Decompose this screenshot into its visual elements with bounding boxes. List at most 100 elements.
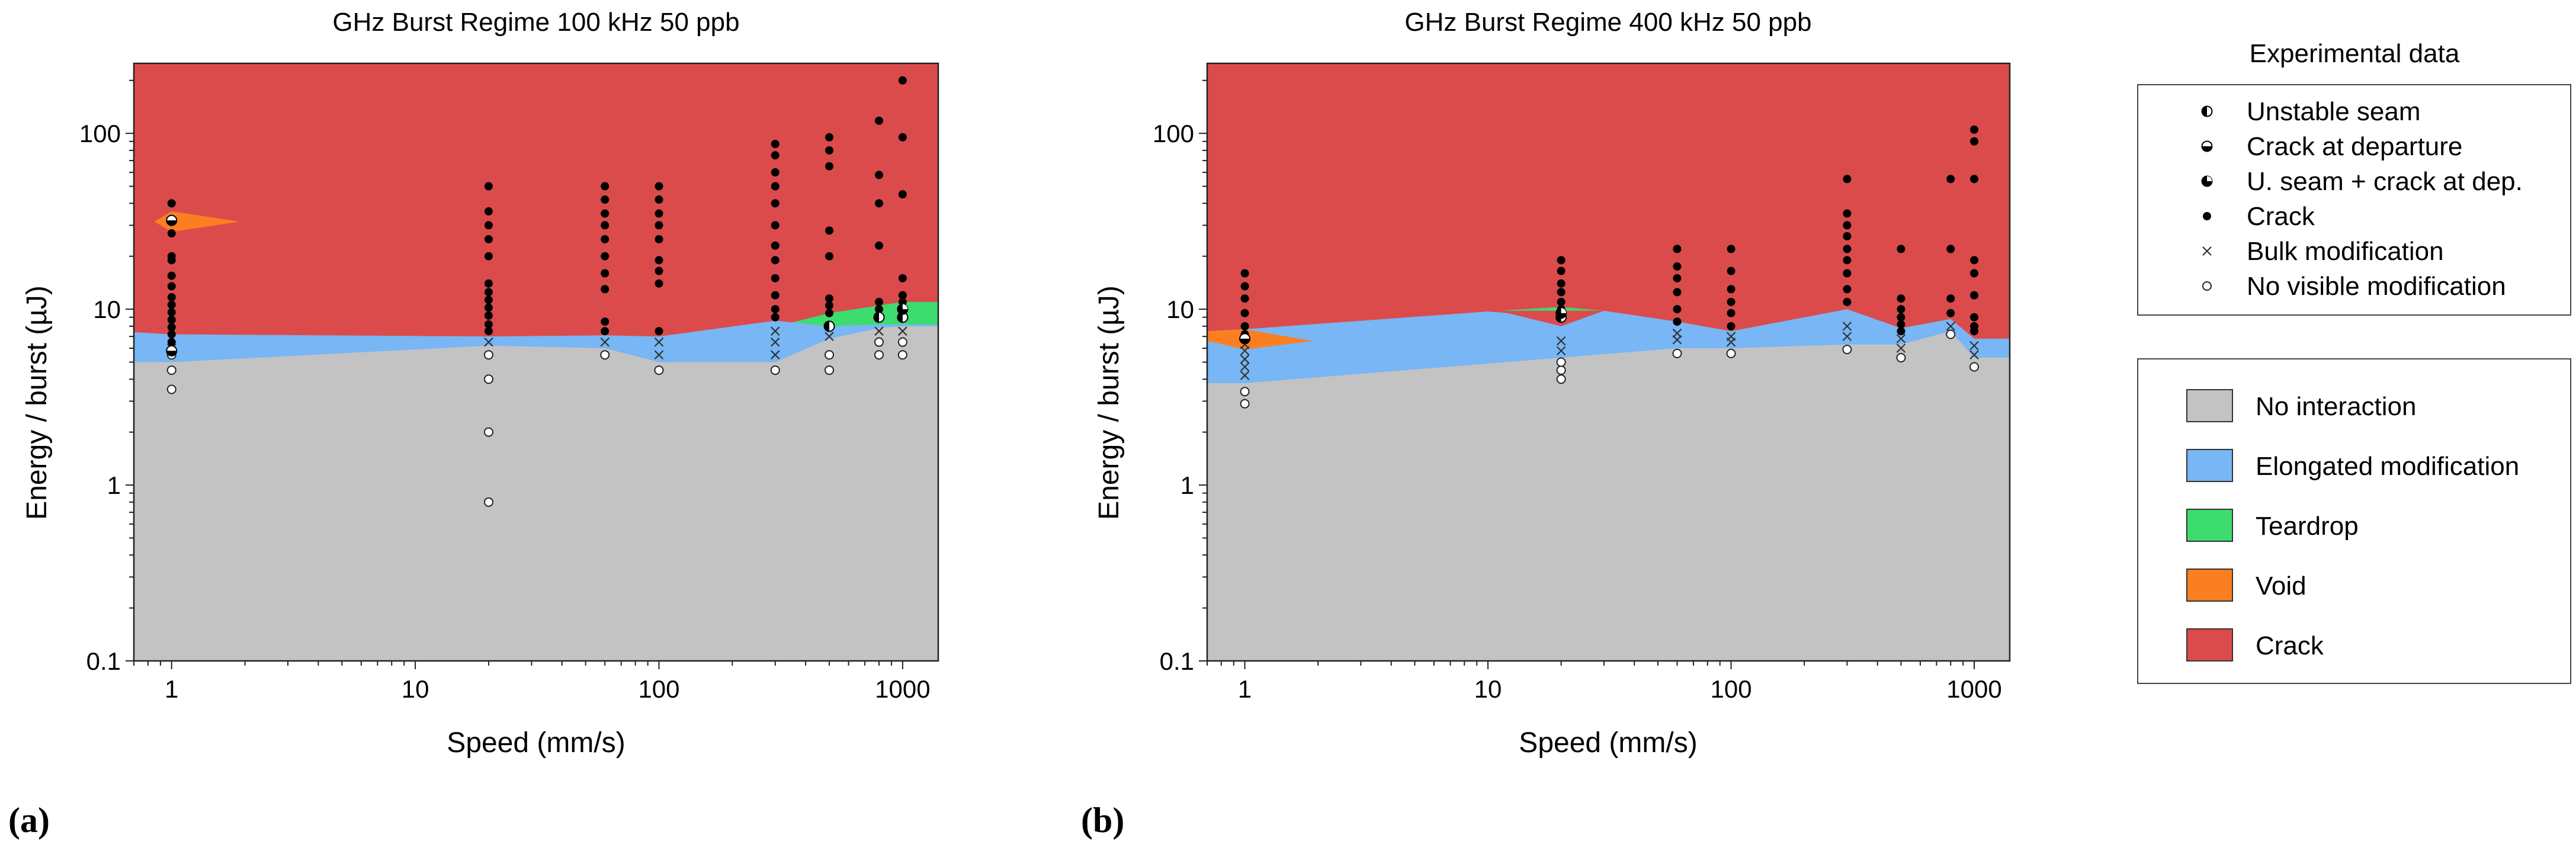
chart-b-point-crack <box>1970 291 1979 300</box>
chart-b-point-crack <box>1843 245 1852 253</box>
chart-a-point-bulk-modification <box>654 350 664 359</box>
chart-a-point-crack <box>825 294 834 303</box>
chart-a-point-crack <box>825 146 834 155</box>
chart-a-xtick-label: 1 <box>165 675 178 703</box>
chart-b-point-no-visible-modification <box>1556 374 1566 384</box>
chart-a-xtick-label: 1000 <box>875 675 930 703</box>
chart-a-point-unstable-seam <box>897 312 909 323</box>
chart-a-point-crack <box>484 235 493 243</box>
chart-a-point-u-seam-crack-at-dep <box>897 303 909 315</box>
chart-b-point-crack <box>1897 294 1905 303</box>
chart-a-point-crack <box>655 209 663 218</box>
chart-a-point-crack <box>601 235 609 243</box>
chart-b-point-crack <box>1897 327 1905 336</box>
chart-a-point-crack <box>167 300 176 309</box>
chart-a-point-no-visible-modification <box>654 365 664 375</box>
legend-marker-label: Crack at departure <box>2247 132 2462 161</box>
chart-a-point-crack <box>771 274 779 282</box>
chart-b-point-no-visible-modification <box>1842 345 1852 355</box>
chart-b-point-crack <box>1727 285 1735 294</box>
chart-b-point-crack <box>1557 297 1566 306</box>
chart-a-point-no-visible-modification <box>166 365 177 375</box>
chart-a-xtick-label: 100 <box>638 675 679 703</box>
chart-b-point-crack <box>1673 262 1682 271</box>
chart-b-point-no-visible-modification <box>1240 399 1250 409</box>
chart-a-point-no-visible-modification <box>483 427 493 437</box>
legend-marker-item: Bulk modification <box>2202 237 2444 266</box>
chart-a-point-crack <box>771 199 779 208</box>
chart-b-point-crack <box>1557 256 1566 265</box>
chart-a-ytick-label: 10 <box>93 296 121 323</box>
chart-a-point-no-visible-modification <box>825 365 835 375</box>
chart-b-point-crack <box>1897 313 1905 322</box>
chart-a-point-crack <box>601 209 609 218</box>
chart-b-point-bulk-modification <box>1842 332 1852 341</box>
chart-a-point-no-visible-modification <box>874 337 884 347</box>
legend-region-swatch <box>2186 569 2233 602</box>
chart-b-point-crack <box>1843 285 1852 294</box>
legend-region-swatch <box>2186 389 2233 422</box>
chart-a-point-crack <box>655 256 663 265</box>
chart-b-point-crack <box>1970 313 1979 322</box>
chart-a-point-no-visible-modification <box>897 350 907 360</box>
legend-region-label: Teardrop <box>2256 512 2359 541</box>
chart-a-point-bulk-modification <box>484 337 493 347</box>
chart-a-point-crack <box>601 182 609 191</box>
chart-b-point-crack <box>1970 137 1979 146</box>
chart-b-region-crack-wedge <box>1498 310 1604 326</box>
chart-b-ytick-label: 10 <box>1166 296 1194 323</box>
chart-a-point-crack <box>898 76 907 85</box>
chart-b-point-crack <box>1727 309 1735 317</box>
chart-b-point-crack <box>1843 297 1852 306</box>
chart-b-points <box>1239 125 1980 409</box>
chart-panel-b: GHz Burst Regime 400 kHz 50 ppb 1 10 100 10… <box>1081 8 2011 840</box>
chart-a-point-crack <box>167 316 176 325</box>
chart-a-point-crack <box>167 293 176 301</box>
chart-b-point-crack <box>1727 322 1735 330</box>
chart-b-point-crack <box>1843 269 1852 278</box>
chart-a-ytick-label: 0.1 <box>86 647 121 675</box>
legend-markers-box <box>2137 84 2571 316</box>
chart-a-point-bulk-modification <box>600 337 610 347</box>
chart-b-point-no-visible-modification <box>1556 365 1566 375</box>
legends: Experimental data Unstable seam Crack at … <box>2137 39 2571 684</box>
chart-a-ylabel: Energy / burst (µJ) <box>21 285 53 520</box>
chart-b-point-crack <box>1673 288 1682 297</box>
chart-a-point-crack <box>875 241 884 250</box>
chart-a-xtick-label: 10 <box>402 675 429 703</box>
chart-a-point-crack <box>875 171 884 179</box>
chart-b-point-no-visible-modification <box>1946 329 1956 339</box>
chart-b-point-crack <box>1843 175 1852 184</box>
chart-a-point-no-visible-modification <box>825 350 835 360</box>
chart-a-point-no-visible-modification <box>897 337 907 347</box>
legend-marker-label: U. seam + crack at dep. <box>2247 167 2523 196</box>
legend-marker-open-circle-icon <box>2202 281 2212 291</box>
chart-a-point-unstable-seam <box>823 320 835 332</box>
chart-a-point-crack <box>484 252 493 261</box>
chart-a-point-crack <box>167 330 176 339</box>
chart-b-point-no-visible-modification <box>1969 362 1980 372</box>
chart-a-point-crack <box>167 338 176 346</box>
chart-b-xtick-label: 1 <box>1238 675 1252 703</box>
chart-b-point-bulk-modification <box>1946 322 1956 331</box>
chart-a-point-crack <box>655 235 663 243</box>
chart-b-point-crack <box>1727 266 1735 275</box>
chart-b-region-void <box>1207 329 1313 350</box>
chart-a-point-crack <box>771 313 779 322</box>
chart-a-point-crack <box>875 297 884 306</box>
chart-b-xlabel: Speed (mm/s) <box>1519 727 1697 759</box>
chart-a-title: GHz Burst Regime 100 kHz 50 ppb <box>332 8 739 37</box>
chart-a-point-crack <box>167 252 176 261</box>
chart-b-ticks <box>1199 79 1975 669</box>
chart-b-point-bulk-modification <box>1896 343 1906 353</box>
chart-a-point-crack <box>484 182 493 191</box>
chart-a-point-crack <box>771 140 779 149</box>
chart-b-ytick-label: 1 <box>1180 471 1194 499</box>
chart-a-point-crack <box>484 320 493 329</box>
chart-b-ytick-label: 100 <box>1153 120 1194 147</box>
legend-marker-filled-dot-icon <box>2203 212 2211 220</box>
chart-a-point-crack <box>655 279 663 288</box>
legend-marker-item: Crack at departure <box>2201 132 2462 161</box>
chart-a-point-bulk-modification <box>654 337 664 347</box>
chart-b-point-no-visible-modification <box>1240 387 1250 397</box>
